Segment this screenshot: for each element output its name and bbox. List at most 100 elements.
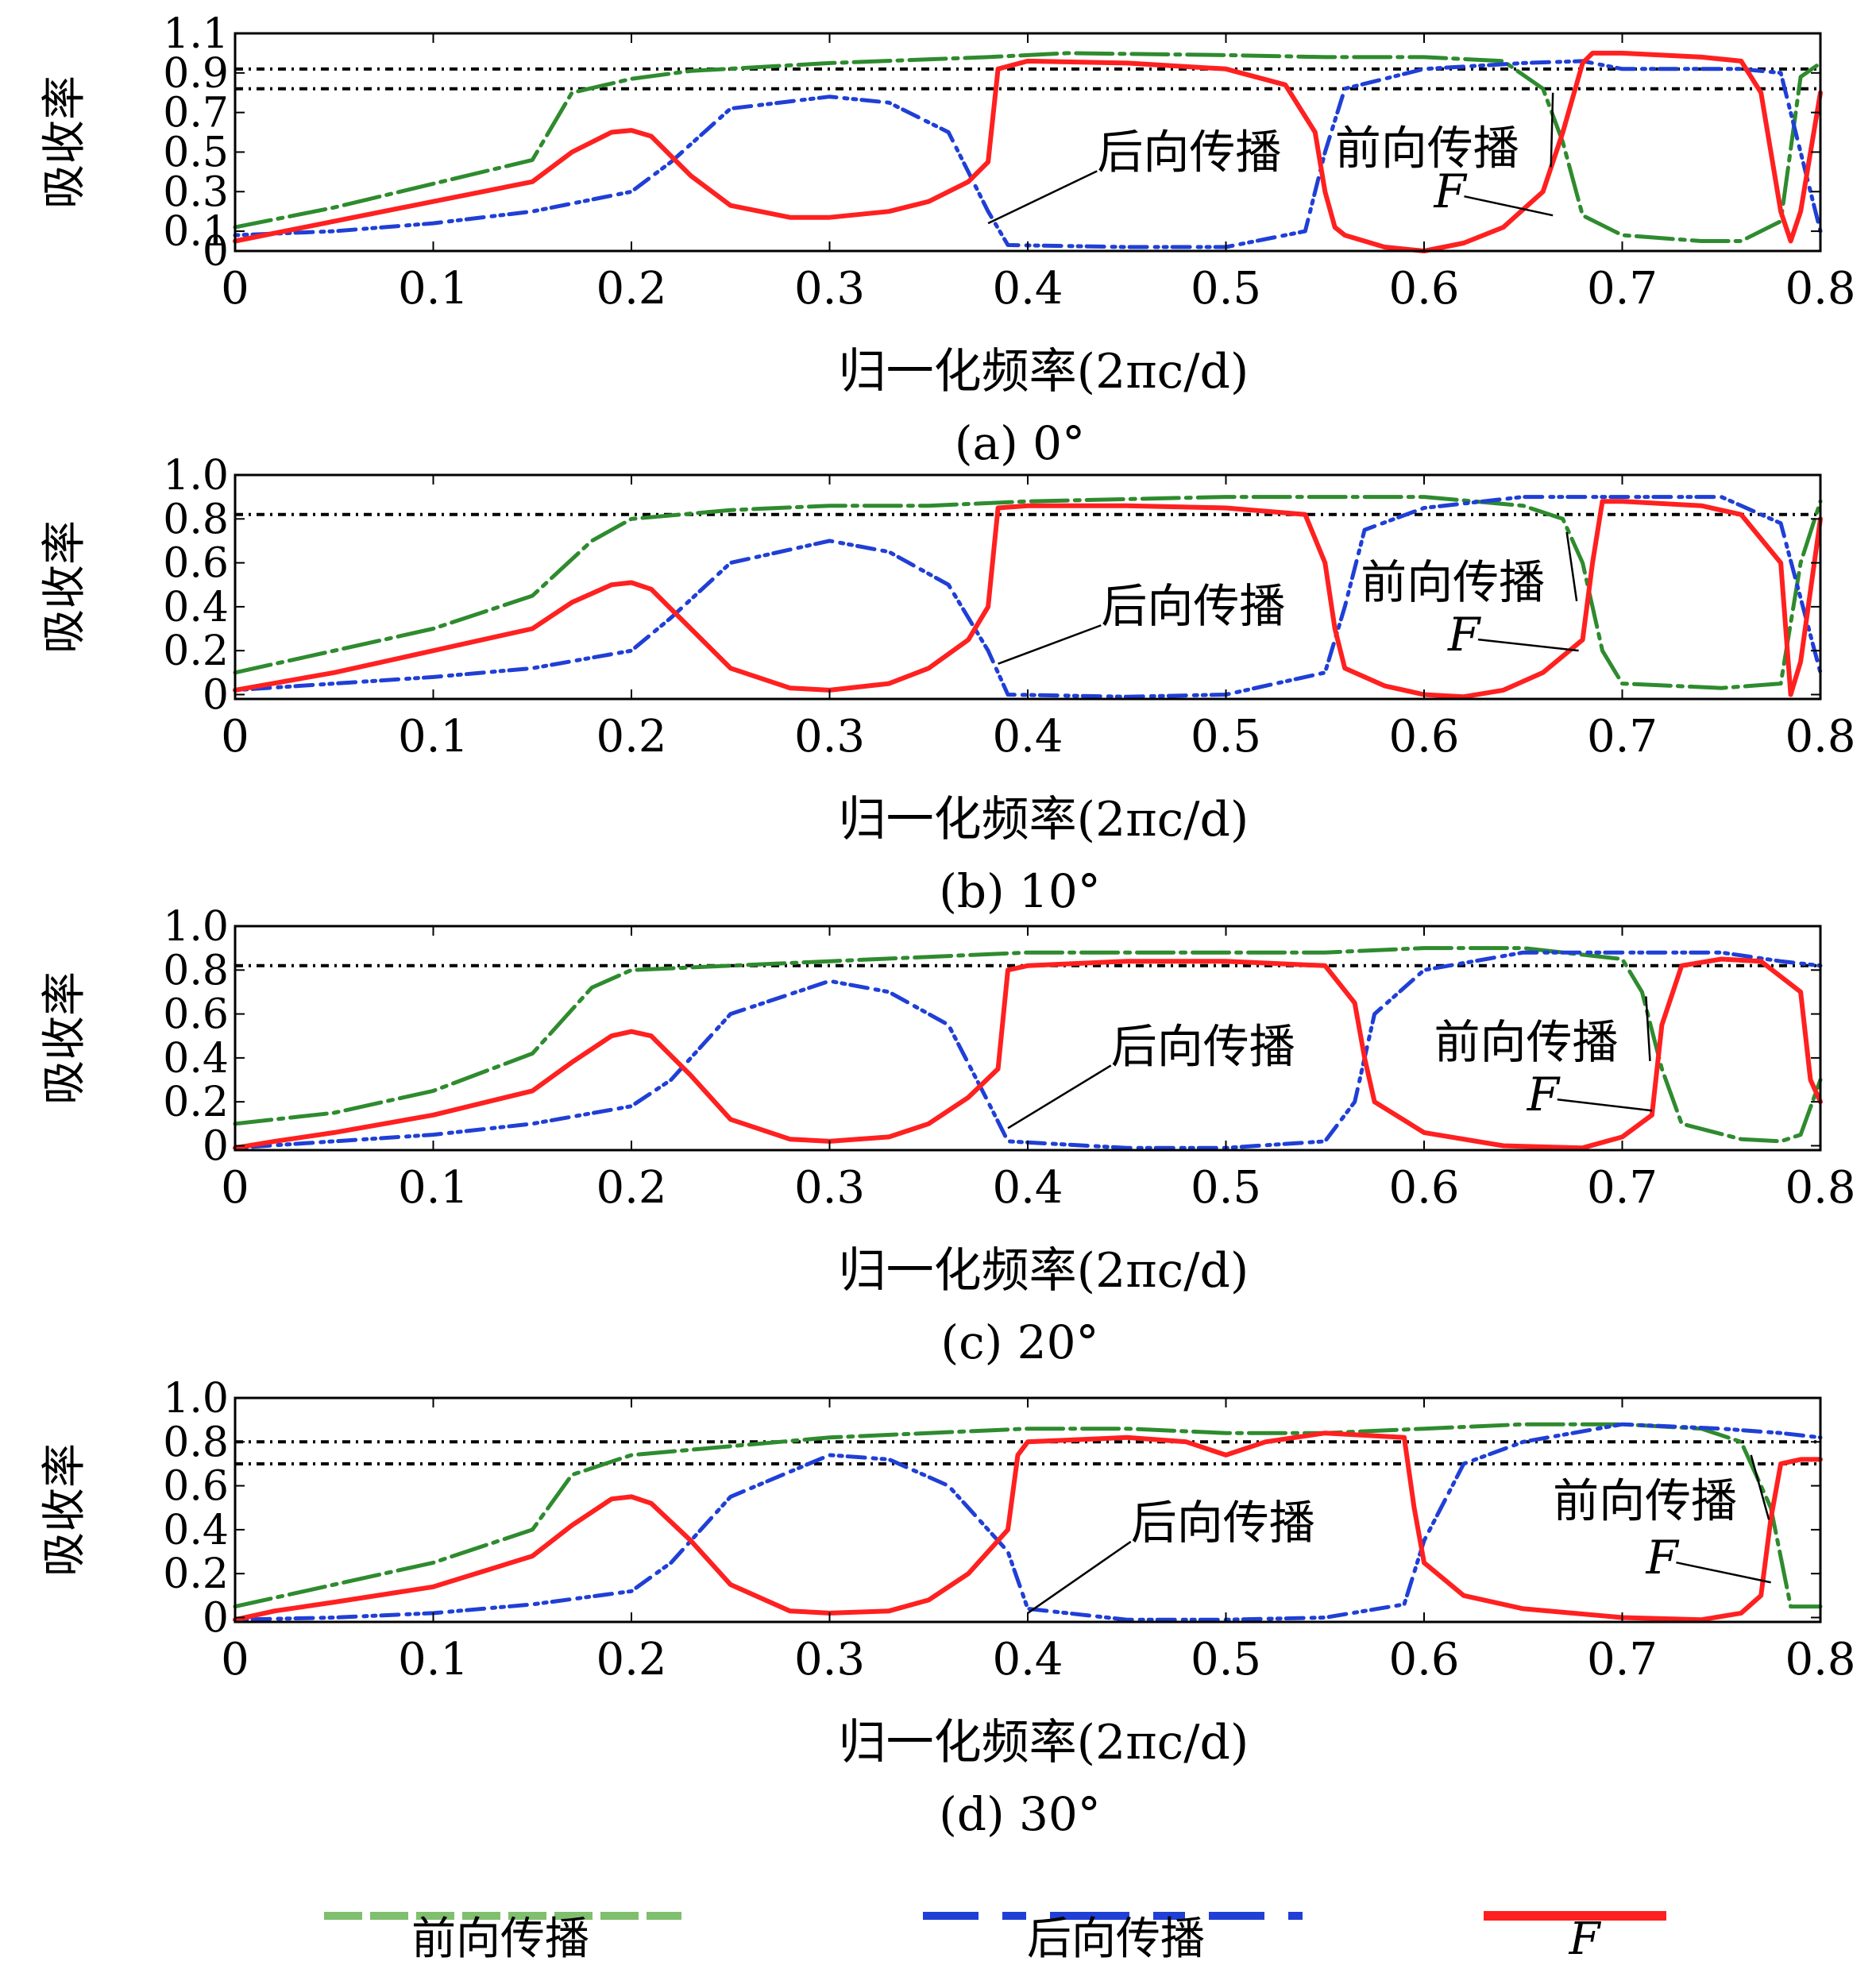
y-tick-label: 0: [203, 1594, 229, 1642]
y-tick-label: 0.6: [163, 540, 229, 588]
x-tick-label: 0.2: [596, 263, 666, 315]
x-tick-label: 0.4: [992, 1162, 1063, 1214]
x-tick-label: 0.8: [1785, 263, 1855, 315]
y-axis-label: 吸收率: [39, 971, 91, 1105]
y-tick-label: 0: [203, 1122, 229, 1170]
series-line-F: [233, 499, 1823, 700]
x-tick-label: 0.2: [596, 711, 666, 763]
annotation-label: 后向传播: [1111, 1019, 1295, 1073]
x-tick-label: 0.3: [794, 711, 865, 763]
y-tick-label: 1.0: [163, 903, 229, 951]
chart-panel-3: 0 0.1 0.2 0.3 0.4 0.5 0.6 0.7 0.800.20.40.60.81.…: [39, 903, 1856, 1369]
legend-label-backward: 后向传播: [1027, 1913, 1205, 1965]
annotation-leader: [1027, 1540, 1132, 1614]
annotation-leader: [1565, 531, 1578, 602]
series-line-backward: [233, 1422, 1823, 1622]
annotation-leader: [987, 170, 1098, 225]
y-tick-label: 0.2: [163, 1550, 229, 1598]
y-tick-label: 0.6: [163, 1463, 229, 1511]
x-tick-label: 0: [221, 263, 249, 315]
annotation-leader: [1645, 996, 1651, 1061]
annotation-leader: [1464, 195, 1554, 217]
annotation-label: 后向传播: [1097, 125, 1281, 179]
series-line-F: [233, 1431, 1823, 1623]
x-tick-label: 0.6: [1388, 711, 1459, 763]
x-tick-label: 0.4: [992, 263, 1063, 315]
x-tick-label: 0.4: [992, 711, 1063, 763]
x-tick-label: 0.7: [1587, 1634, 1658, 1685]
y-tick-label: 0.4: [163, 1507, 229, 1554]
series-line-forward: [233, 946, 1823, 1144]
series-line-F: [233, 956, 1823, 1151]
annotation-label: 前向传播: [1434, 1015, 1618, 1069]
legend-label-forward: 前向传播: [411, 1913, 589, 1965]
x-tick-label: 0.6: [1388, 1162, 1459, 1214]
annotation-label: F: [1433, 164, 1467, 218]
y-axis-label: 吸收率: [39, 75, 91, 209]
panel-caption: (d) 30°: [939, 1787, 1101, 1841]
x-tick-label: 0.1: [398, 711, 469, 763]
y-tick-label: 0.4: [163, 1035, 229, 1083]
y-tick-label: 1.0: [163, 1375, 229, 1423]
y-tick-label: 0.6: [163, 991, 229, 1039]
panel-caption: (a) 0°: [955, 416, 1085, 470]
x-tick-label: 0.5: [1191, 263, 1261, 315]
x-axis-label: 归一化频率(2πc/d): [839, 792, 1249, 848]
x-tick-label: 0.5: [1191, 711, 1261, 763]
annotation-leader: [1550, 92, 1554, 168]
y-tick-label: 0.8: [163, 1419, 229, 1466]
series-line-F: [233, 50, 1823, 253]
series-line-backward: [233, 495, 1823, 699]
x-tick-label: 0.3: [794, 1162, 865, 1214]
annotation-label: 后向传播: [1131, 1496, 1315, 1550]
annotation-label: 前向传播: [1335, 121, 1519, 175]
x-tick-label: 0.2: [596, 1634, 666, 1685]
series-line-forward: [233, 495, 1823, 690]
chart-panel-1: 0 0.1 0.2 0.3 0.4 0.5 0.6 0.7 0.800.10.30.50.70.…: [39, 10, 1856, 470]
chart-panel-2: 0 0.1 0.2 0.3 0.4 0.5 0.6 0.7 0.800.20.40.60.81.…: [39, 452, 1856, 918]
x-tick-label: 0.7: [1587, 1162, 1658, 1214]
x-tick-label: 0.7: [1587, 263, 1658, 315]
chart-panel-4: 0 0.1 0.2 0.3 0.4 0.5 0.6 0.7 0.800.20.40.60.81.…: [39, 1375, 1856, 1841]
x-tick-label: 0.3: [794, 263, 865, 315]
y-tick-label: 0.8: [163, 496, 229, 543]
x-tick-label: 0.8: [1785, 1634, 1855, 1685]
y-axis-label: 吸收率: [39, 1443, 91, 1577]
y-axis-label: 吸收率: [39, 520, 91, 654]
y-tick-label: 1.1: [163, 10, 229, 58]
y-tick-label: 0.5: [163, 129, 229, 176]
x-axis-label: 归一化频率(2πc/d): [839, 1715, 1249, 1770]
x-tick-label: 0: [221, 711, 249, 763]
series-line-forward: [233, 1422, 1823, 1609]
panel-caption: (b) 10°: [939, 864, 1101, 918]
x-tick-label: 0.2: [596, 1162, 666, 1214]
annotation-leader: [1007, 1064, 1112, 1129]
series-line-backward: [233, 59, 1823, 249]
y-tick-label: 0.1: [163, 208, 229, 256]
y-tick-label: 1.0: [163, 452, 229, 500]
x-axis-label: 归一化频率(2πc/d): [839, 1243, 1249, 1299]
x-tick-label: 0.3: [794, 1634, 865, 1685]
annotation-label: F: [1447, 608, 1481, 662]
annotation-label: F: [1645, 1531, 1679, 1585]
x-tick-label: 0.1: [398, 1162, 469, 1214]
annotation-label: F: [1527, 1068, 1561, 1122]
x-tick-label: 0: [221, 1162, 249, 1214]
legend: 前向传播 后向传播 F: [324, 1911, 1666, 1965]
y-tick-label: 0.3: [163, 168, 229, 216]
x-tick-label: 0.1: [398, 263, 469, 315]
x-tick-label: 0.7: [1587, 711, 1658, 763]
y-tick-label: 0.9: [163, 50, 229, 98]
x-tick-label: 0.4: [992, 1634, 1063, 1685]
annotation-label: 后向传播: [1101, 579, 1285, 633]
plot-frame: [234, 473, 1822, 701]
annotation-leader: [1676, 1561, 1771, 1584]
legend-label-F: F: [1569, 1913, 1602, 1965]
x-axis-label: 归一化频率(2πc/d): [839, 344, 1249, 400]
x-tick-label: 0.8: [1785, 1162, 1855, 1214]
x-tick-label: 0.8: [1785, 711, 1855, 763]
y-tick-label: 0.7: [163, 90, 229, 137]
x-tick-label: 0.6: [1388, 263, 1459, 315]
x-tick-label: 0: [221, 1634, 249, 1685]
